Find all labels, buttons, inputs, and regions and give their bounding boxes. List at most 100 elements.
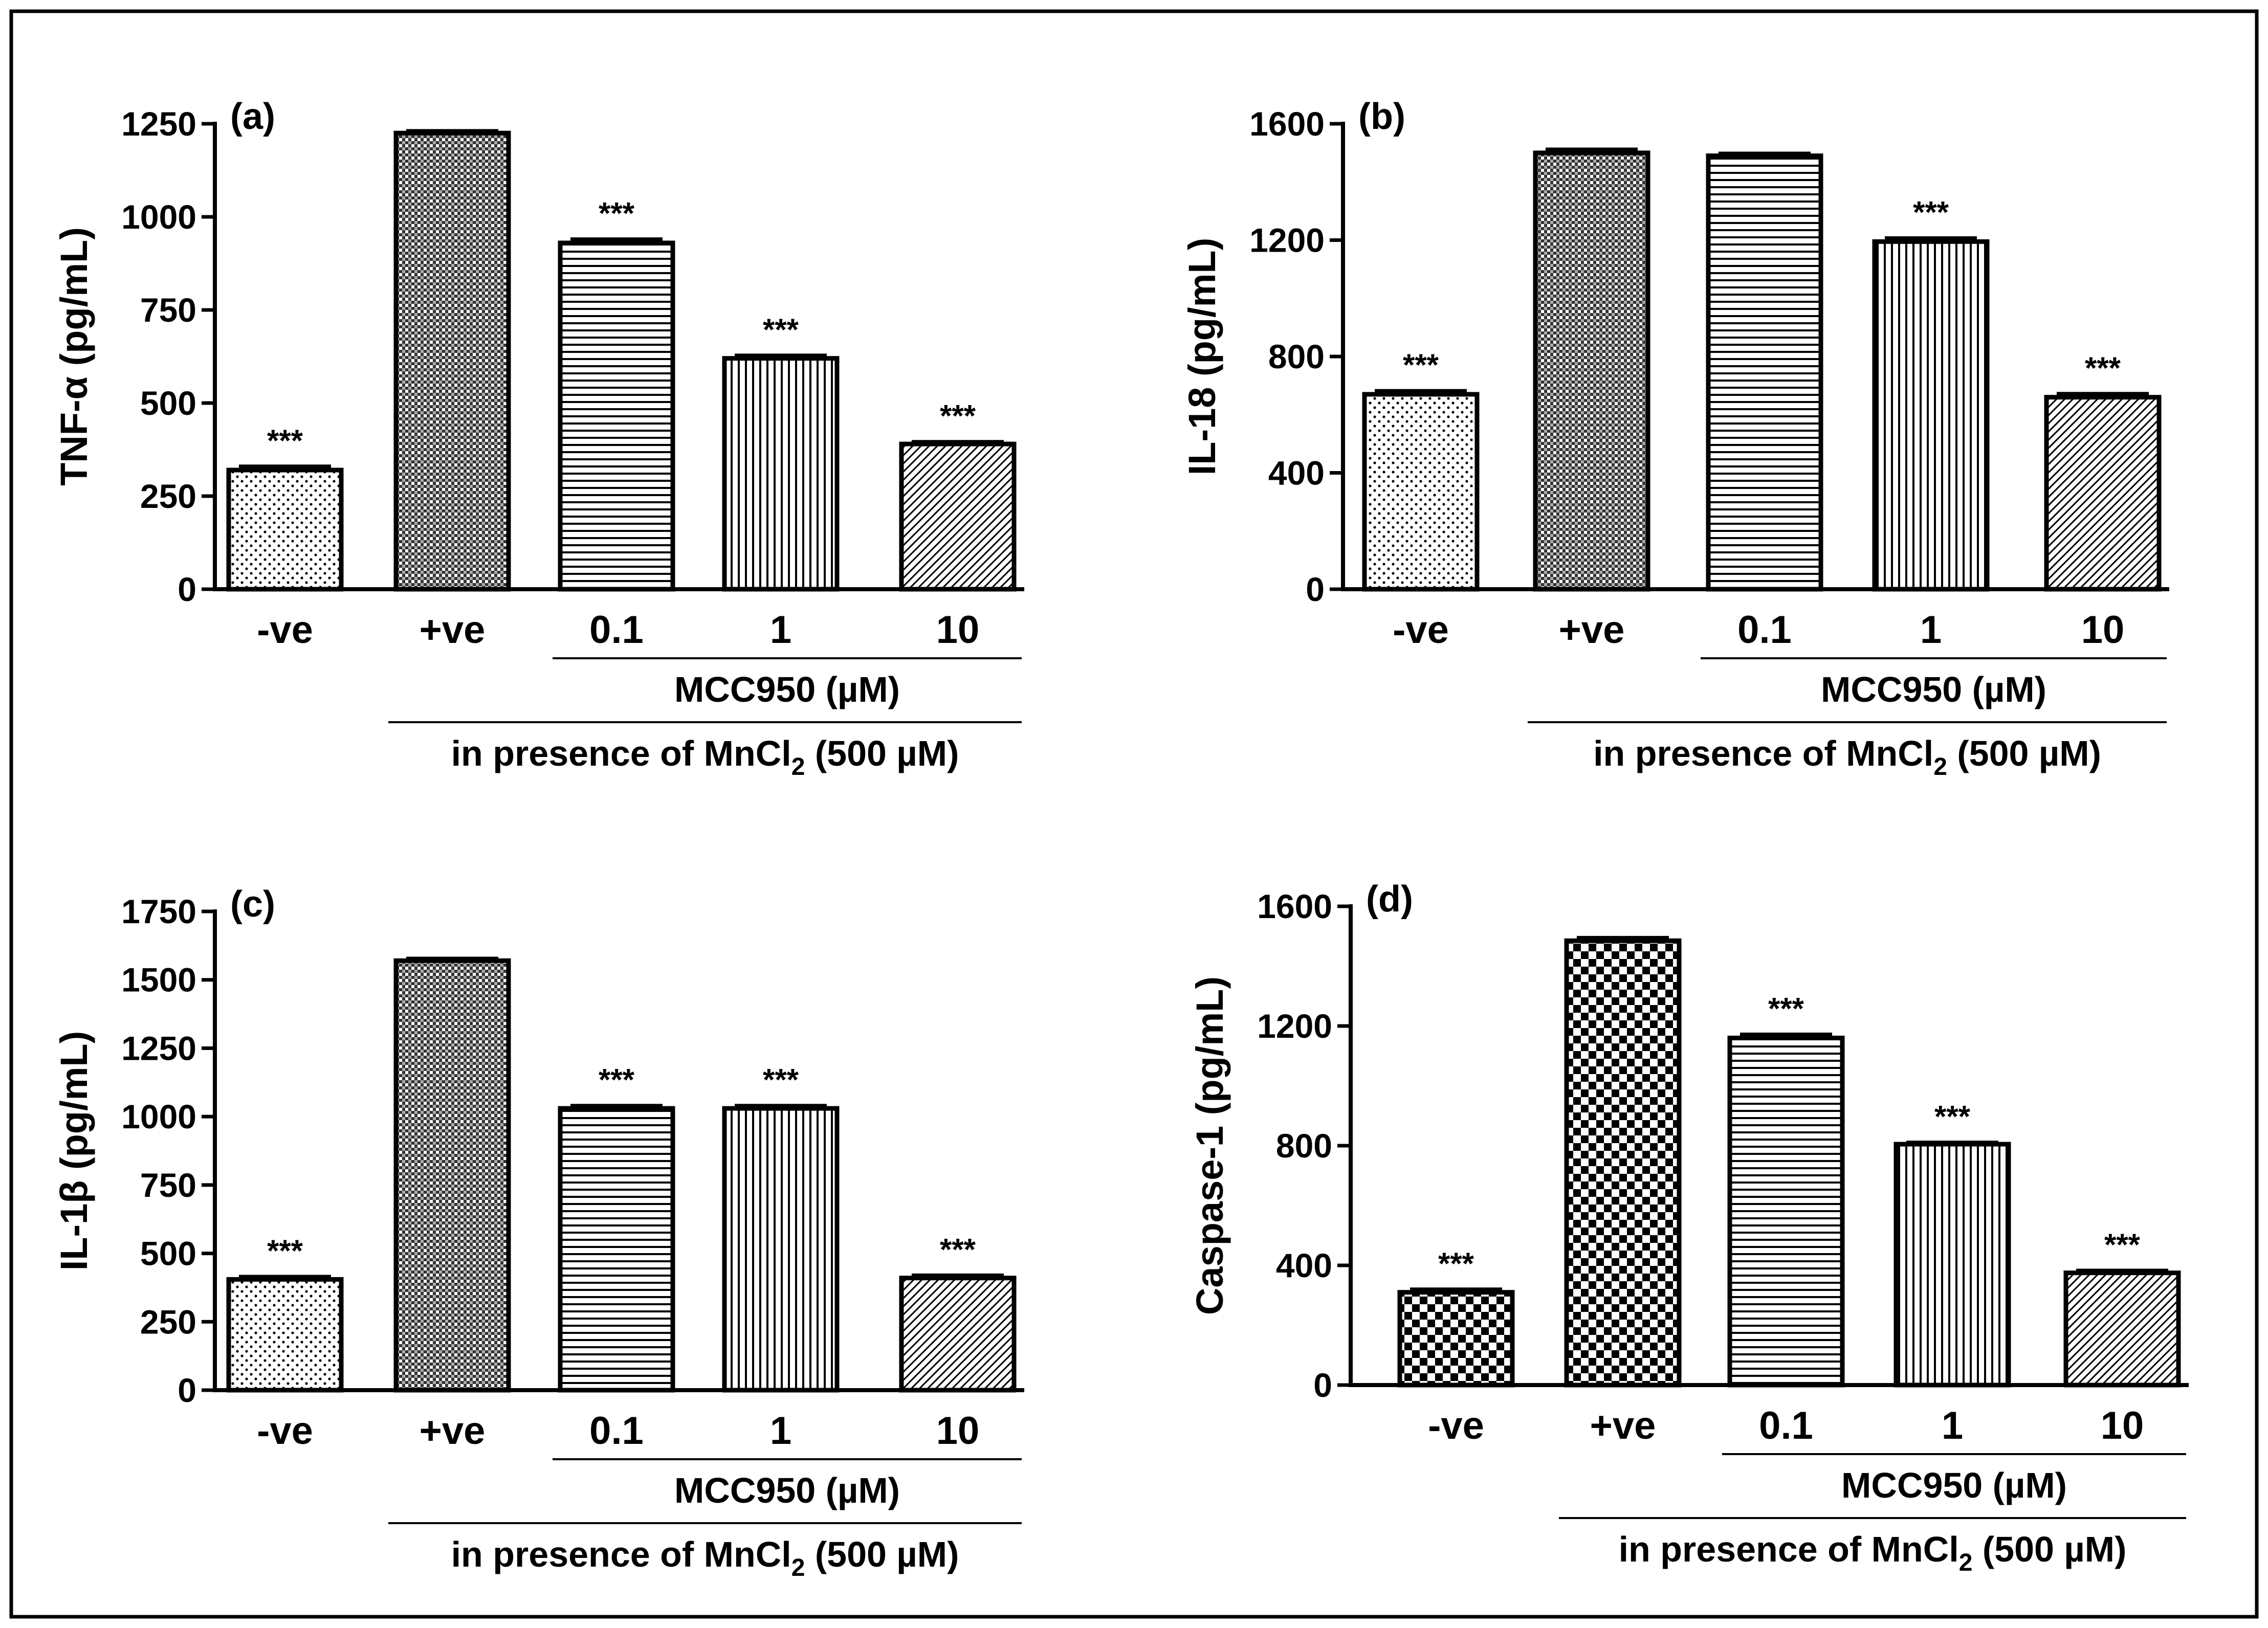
bar-10 [2063,1270,2181,1388]
y-tick-label: 1200 [1249,221,1325,259]
significance-marker: *** [1768,991,1804,1025]
panel-label: (d) [1366,879,1413,920]
x-tick-label: 1 [770,608,791,652]
x-tick-label: 0.1 [589,608,644,652]
panel-label: (c) [230,884,275,925]
x-tick-label: +ve [420,608,486,652]
significance-marker: *** [940,399,976,433]
y-tick-label: 800 [1276,1127,1332,1165]
x-tick-label: 1 [1942,1404,1963,1447]
significance-marker: *** [763,1063,799,1097]
significance-marker: *** [2085,351,2121,385]
y-tick-label: 800 [1268,338,1325,375]
x-tick-label: +ve [1559,608,1625,652]
x-tick-label: 0.1 [1737,608,1792,652]
bar--ve [1397,1290,1515,1388]
panel-label: (b) [1358,96,1405,137]
x-tick-label: -ve [1393,608,1449,652]
y-tick-label: 1000 [121,198,196,236]
bar-10 [2044,395,2162,592]
significance-marker: *** [1438,1246,1474,1281]
significance-marker: *** [1913,195,1949,230]
y-axis-label: IL-18 (pg/mL) [1181,238,1223,476]
y-tick-label: 1750 [121,893,196,930]
bar-+ve [393,130,511,592]
significance-marker: *** [1934,1100,1971,1134]
x-tick-label: 0.1 [589,1409,644,1453]
group-label-inner: MCC950 (µM) [674,670,900,709]
panel-label: (a) [230,96,275,137]
y-tick-label: 1600 [1249,105,1325,143]
x-tick-label: 10 [936,608,980,652]
bar-10 [899,441,1017,592]
bar-1 [722,356,840,592]
y-tick-label: 400 [1268,454,1325,492]
significance-marker: *** [940,1232,976,1266]
chart-panel-b: 0 400 800 1200 1600 IL-18 (pg/mL) (b) *** -ve +ve… [1181,96,2169,780]
bar-+ve [1564,938,1682,1388]
significance-marker: *** [267,423,303,458]
x-tick-label: +ve [1590,1404,1656,1447]
significance-marker: *** [599,1063,635,1097]
y-tick-label: 400 [1276,1246,1332,1284]
y-tick-label: 250 [140,477,196,515]
y-tick-label: 500 [140,1235,196,1273]
y-tick-label: 1500 [121,961,196,999]
x-tick-label: 0.1 [1759,1404,1813,1447]
x-tick-label: -ve [257,608,313,652]
y-tick-label: 500 [140,384,196,422]
y-tick-label: 1000 [121,1098,196,1135]
bar-1 [722,1106,840,1393]
bar-0.1 [558,1106,675,1393]
x-tick-label: -ve [257,1409,313,1453]
bar--ve [226,467,344,592]
group-label-inner: MCC950 (µM) [1841,1465,2067,1505]
y-tick-label: 0 [1306,570,1325,608]
y-tick-label: 250 [140,1303,196,1341]
y-tick-label: 750 [140,1166,196,1204]
bar-0.1 [558,240,675,592]
y-axis-label: IL-1β (pg/mL) [53,1031,95,1271]
y-axis-label: TNF-α (pg/mL) [53,227,95,486]
y-tick-label: 1250 [121,1029,196,1067]
x-tick-label: +ve [420,1409,486,1453]
x-tick-label: 1 [1920,608,1942,652]
bar--ve [1362,392,1480,592]
y-tick-label: 1200 [1257,1007,1332,1045]
bar-10 [899,1276,1017,1393]
significance-marker: *** [763,313,799,347]
x-tick-label: 1 [770,1409,791,1453]
x-tick-label: 10 [936,1409,980,1453]
x-tick-label: 10 [2081,608,2125,652]
group-label-outer: in presence of MnCl2 (500 µM) [1593,733,2101,780]
group-label-inner: MCC950 (µM) [674,1470,900,1510]
bar-+ve [393,958,511,1393]
bar-0.1 [1727,1035,1845,1388]
y-tick-label: 0 [178,1371,196,1409]
figure-border [9,9,2259,1619]
significance-marker: *** [599,196,635,231]
y-tick-label: 0 [1313,1366,1332,1404]
y-tick-label: 750 [140,291,196,329]
significance-marker: *** [267,1234,303,1268]
bar--ve [226,1277,344,1393]
y-tick-label: 1250 [121,105,196,143]
group-label-outer: in presence of MnCl2 (500 µM) [1619,1529,2127,1576]
y-axis-label: Caspase-1 (pg/mL) [1188,976,1231,1315]
bar-1 [1872,239,1990,592]
group-label-inner: MCC950 (µM) [1821,670,2046,709]
bar-0.1 [1706,153,1823,592]
group-label-outer: in presence of MnCl2 (500 µM) [451,1534,959,1581]
y-tick-label: 0 [178,570,196,608]
chart-panel-c: 0 250 500 750 1000 1250 1500 1750 IL-1β (pg/mL) (… [53,884,1024,1581]
chart-panel-d: 0 400 800 1200 1600 Caspase-1 (pg/mL) (d) *** -v… [1188,879,2189,1576]
bar-+ve [1533,150,1650,592]
y-tick-label: 1600 [1257,887,1332,925]
x-tick-label: 10 [2101,1404,2144,1447]
significance-marker: *** [2104,1228,2141,1262]
bar-1 [1893,1142,2011,1388]
chart-panel-a: 0 250 500 750 1000 1250 TNF-α (pg/mL) (a) *** -ve… [53,96,1024,780]
group-label-outer: in presence of MnCl2 (500 µM) [451,733,959,780]
significance-marker: *** [1403,348,1439,382]
